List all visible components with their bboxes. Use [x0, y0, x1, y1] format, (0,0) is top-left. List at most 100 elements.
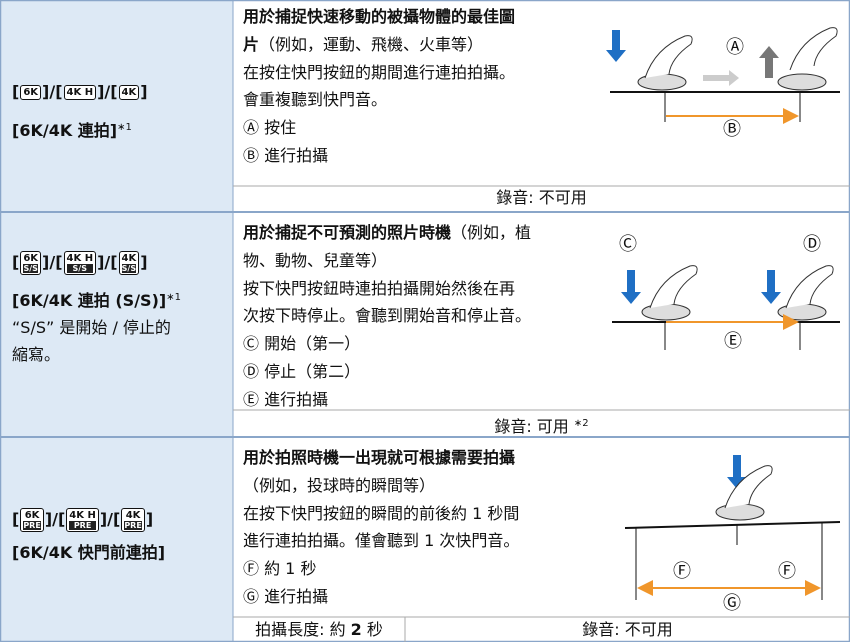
icon-mark: PRE: [23, 521, 41, 530]
description-line: 用於捕捉不可預測的照片時機（例如，植: [243, 223, 531, 243]
description-line: Ⓐ 按住: [243, 118, 296, 138]
figure-label: Ⓕ: [673, 561, 691, 582]
bracket: ]: [145, 509, 154, 529]
figure-label: Ⓓ: [803, 234, 821, 255]
text-segment: 片: [243, 34, 260, 54]
icon-mark: S/S: [121, 264, 137, 273]
description-line: 在按住快門按鈕的期間進行連拍拍攝。: [243, 63, 515, 83]
left-column: [0, 0, 233, 642]
mode-label: [6K/4K 快門前連拍]: [12, 543, 165, 563]
icon-label: 4K: [125, 510, 141, 521]
text-segment: 次按下時停止。會聽到開始音和停止音。: [243, 306, 532, 326]
bracket: ]/[: [97, 82, 118, 101]
icon-label: 4K H: [69, 510, 96, 521]
description-line: 按下快門按鈕時連拍拍攝開始然後在再: [243, 279, 515, 299]
text-segment: 用於拍照時機一出現就可根據需要拍攝: [243, 448, 516, 467]
bracket: [: [12, 252, 20, 272]
text-segment: 錄音: 不可用: [582, 620, 673, 639]
text-segment: 物、動物、兒童等）: [243, 250, 388, 270]
mode-icons: [6K]/[4K H]/[4K]: [12, 82, 148, 102]
mode-label: [6K/4K 連拍]∗1: [12, 118, 132, 141]
text-segment: 秒: [361, 620, 383, 639]
description-line: 次按下時停止。會聽到開始音和停止音。: [243, 306, 531, 326]
footer-cell: 錄音: 不可用: [405, 620, 850, 640]
text-segment: [6K/4K 連拍]: [12, 121, 118, 140]
description-line: 進行連拍拍攝。僅會聽到 1 次快門音。: [243, 531, 519, 551]
figure-label: Ⓕ: [778, 561, 796, 582]
text-segment: 錄音: 不可用: [496, 188, 587, 207]
text-segment: 用於捕捉不可預測的照片時機: [243, 223, 452, 242]
text-segment: 會重複聽到快門音。: [243, 90, 388, 110]
description-line: Ⓔ 進行拍攝: [243, 390, 328, 410]
text-segment: （例如，投球時的瞬間等）: [243, 475, 436, 495]
mode-icon: 4K PRE: [121, 508, 145, 532]
description-line: 片（例如，運動、飛機、火車等）: [243, 35, 483, 55]
text-segment: ∗1: [166, 292, 181, 303]
text-segment: Ⓑ 進行拍攝: [243, 146, 329, 165]
icon-label: 4K: [121, 87, 137, 98]
bracket: ]/[: [44, 509, 66, 529]
description-line: Ⓓ 停止（第二）: [243, 362, 360, 382]
bracket: ]/[: [97, 252, 118, 272]
text-segment: Ⓔ 進行拍攝: [243, 389, 329, 409]
text-segment: Ⓐ 按住: [243, 118, 297, 138]
bracket: [: [12, 509, 20, 529]
icon-label: 6K: [24, 510, 40, 521]
description-line: 用於捕捉快速移動的被攝物體的最佳圖: [243, 7, 515, 27]
text-segment: ∗1: [117, 122, 132, 133]
description-line: 物、動物、兒童等）: [243, 251, 387, 271]
bracket: ]/[: [99, 509, 121, 529]
figure-label: Ⓖ: [723, 593, 741, 614]
mode-label: “S/S” 是開始 / 停止的: [12, 318, 171, 338]
description-line: Ⓕ 約 1 秒: [243, 559, 316, 579]
bracket: ]: [140, 252, 148, 272]
mode-icons: [6K PRE]/[4K H PRE]/[4K PRE]: [12, 508, 153, 532]
text-segment: 錄音: 可用: [494, 417, 574, 436]
text-segment: 在按住快門按鈕的期間進行連拍拍攝。: [243, 62, 516, 82]
mode-icon: 6K S/S: [20, 251, 42, 275]
figure-label: Ⓒ: [619, 234, 637, 255]
bracket: ]/[: [42, 252, 63, 272]
mode-label: 縮寫。: [12, 345, 60, 365]
text-segment: [6K/4K 連拍 (S/S)]: [12, 291, 167, 310]
text-segment: 按下快門按鈕時連拍拍攝開始然後在再: [243, 278, 516, 298]
figure-1: [606, 27, 840, 124]
icon-mark: S/S: [66, 264, 94, 273]
bracket: ]: [140, 82, 148, 101]
icon-label: 4K H: [66, 87, 94, 98]
mode-icon: 6K PRE: [20, 508, 44, 532]
figure-label: Ⓔ: [724, 331, 742, 352]
icon-mark: S/S: [23, 264, 39, 273]
figure-label: Ⓑ: [723, 119, 741, 140]
description-line: 會重複聽到快門音。: [243, 90, 387, 110]
text-segment: Ⓓ 停止（第二）: [243, 362, 361, 381]
text-segment: （例如，植: [451, 223, 532, 242]
text-segment: 縮寫。: [12, 345, 61, 364]
text-segment: 2: [350, 620, 362, 639]
mode-icon: 6K: [20, 85, 42, 100]
bracket: ]/[: [42, 82, 63, 101]
mode-icon: 4K: [118, 85, 140, 100]
text-segment: Ⓖ 進行拍攝: [243, 587, 329, 606]
mode-icon: 4K H PRE: [66, 508, 99, 532]
text-segment: 用於捕捉快速移動的被攝物體的最佳圖: [243, 7, 516, 26]
icon-label: 4K: [121, 253, 137, 264]
mode-icons: [6K S/S]/[4K H S/S]/[4K S/S]: [12, 251, 148, 275]
text-segment: [6K/4K 快門前連拍]: [12, 543, 166, 562]
text-segment: 拍攝長度: 約: [255, 620, 351, 639]
description-line: Ⓒ 開始（第一）: [243, 334, 360, 354]
mode-icon: 4K H S/S: [63, 251, 97, 275]
figure-label: Ⓐ: [726, 37, 744, 58]
figure-2: [612, 265, 840, 350]
icon-mark: PRE: [124, 521, 142, 530]
figure-3: [624, 455, 841, 600]
icon-mark: PRE: [69, 521, 96, 530]
text-segment: “S/S” 是開始 / 停止的: [12, 318, 171, 337]
mode-icon: 4K S/S: [118, 251, 140, 275]
icon-label: 6K: [23, 253, 39, 264]
footer-cell: 錄音: 可用 ∗2: [233, 414, 850, 437]
description-line: Ⓖ 進行拍攝: [243, 587, 328, 607]
text-segment: Ⓒ 開始（第一）: [243, 334, 361, 354]
